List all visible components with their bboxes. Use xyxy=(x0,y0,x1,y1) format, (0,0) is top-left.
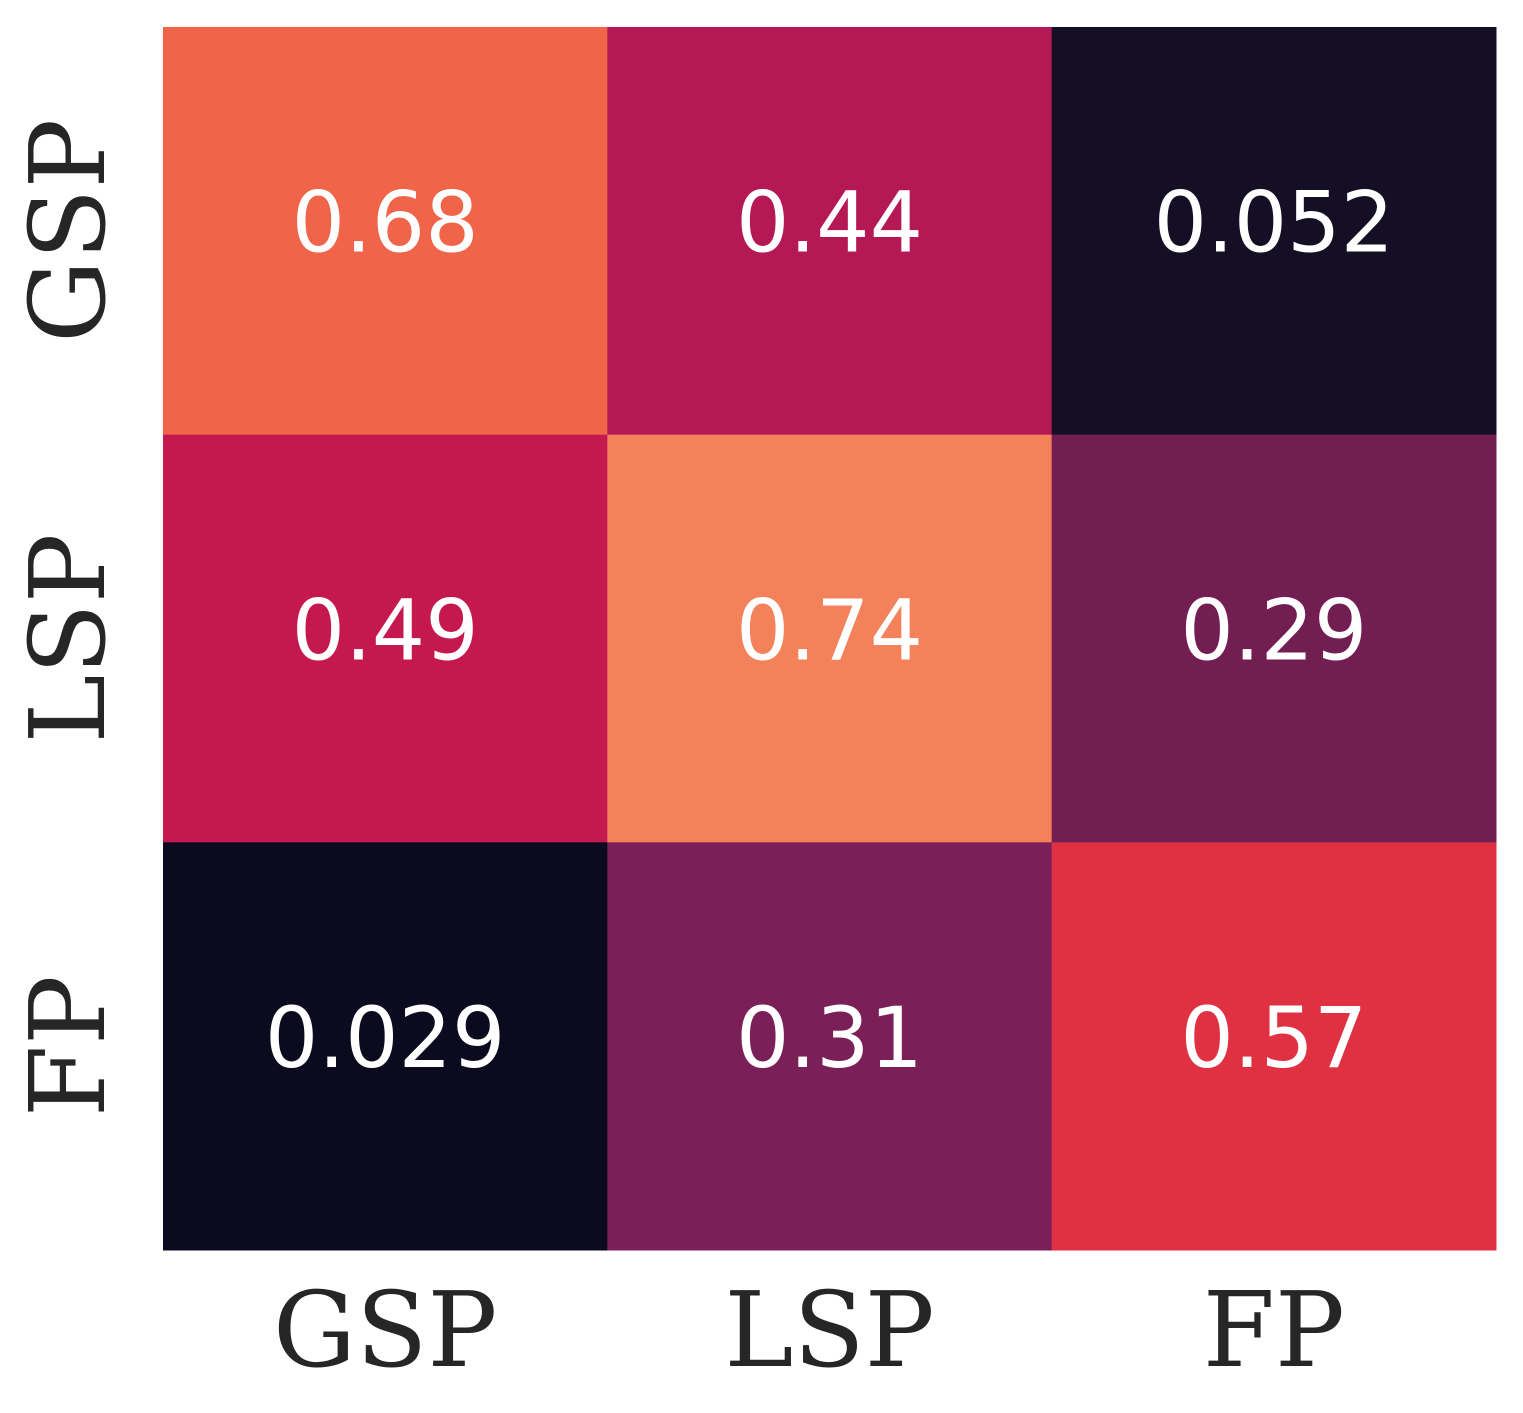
heatmap-cell-lsp-fp xyxy=(1051,434,1497,843)
heatmap-cell-fp-lsp xyxy=(607,842,1053,1251)
heatmap-cells xyxy=(163,27,1497,1251)
heatmap-cell-fp-fp xyxy=(1051,842,1497,1251)
heatmap-cell-labels: 0.68 0.44 0.052 0.49 0.74 0.29 0.029 0.31 0.57 xyxy=(265,174,1394,1087)
heatmap-cell-gsp-fp xyxy=(1051,27,1497,436)
heatmap-cell-gsp-gsp xyxy=(163,27,608,436)
cell-value-label: 0.74 xyxy=(736,581,923,679)
heatmap-cell-fp-gsp xyxy=(163,842,608,1251)
cell-value-label: 0.68 xyxy=(292,174,479,272)
heatmap-cell-lsp-gsp xyxy=(163,434,608,843)
cell-value-label: 0.052 xyxy=(1154,174,1394,272)
y-tick-label: LSP xyxy=(7,533,129,743)
x-axis-tick-labels: GSP LSP FP xyxy=(273,1269,1345,1391)
x-tick-label: FP xyxy=(1203,1269,1345,1391)
cell-value-label: 0.57 xyxy=(1180,989,1367,1087)
heatmap-cell-gsp-lsp xyxy=(607,27,1053,436)
cell-value-label: 0.49 xyxy=(292,581,479,679)
cell-value-label: 0.029 xyxy=(265,989,505,1087)
cell-value-label: 0.31 xyxy=(736,989,923,1087)
cell-value-label: 0.29 xyxy=(1180,581,1367,679)
y-tick-label: FP xyxy=(7,975,129,1117)
x-tick-label: LSP xyxy=(724,1269,934,1391)
x-tick-label: GSP xyxy=(273,1269,497,1391)
heatmap-cell-lsp-lsp xyxy=(607,434,1053,843)
cell-value-label: 0.44 xyxy=(736,174,923,272)
y-axis-tick-labels: GSP LSP FP xyxy=(7,119,129,1118)
y-tick-label: GSP xyxy=(7,119,129,343)
